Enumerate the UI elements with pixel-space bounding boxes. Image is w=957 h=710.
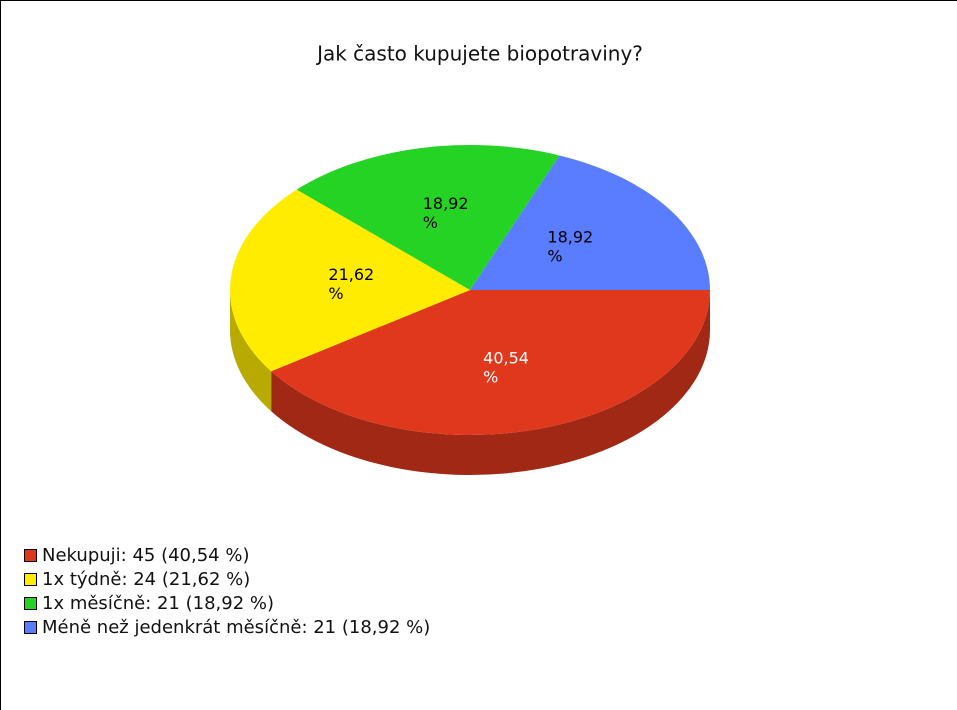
- legend-label: Méně než jedenkrát měsíčně: 21 (18,92 %): [42, 617, 430, 638]
- chart-title: Jak často kupujete biopotraviny?: [315, 42, 643, 66]
- slice-label: 18,92%: [547, 227, 593, 265]
- slice: [230, 189, 470, 372]
- slice-side: [271, 290, 710, 475]
- slice-label: 40,54%: [483, 348, 529, 386]
- slice: [296, 145, 560, 290]
- legend-swatch: [24, 597, 37, 610]
- slice-label: 18,92%: [423, 194, 469, 232]
- slice: [271, 290, 710, 435]
- legend-label: Nekupuji: 45 (40,54 %): [42, 545, 249, 566]
- legend-label: 1x týdně: 24 (21,62 %): [42, 569, 250, 590]
- slice-side: [230, 290, 272, 412]
- legend-swatch: [24, 621, 37, 634]
- legend-label: 1x měsíčně: 21 (18,92 %): [42, 593, 274, 614]
- legend-swatch: [24, 573, 37, 586]
- legend-swatch: [24, 549, 37, 562]
- slice: [470, 155, 710, 290]
- slice-label: 21,62%: [328, 265, 374, 303]
